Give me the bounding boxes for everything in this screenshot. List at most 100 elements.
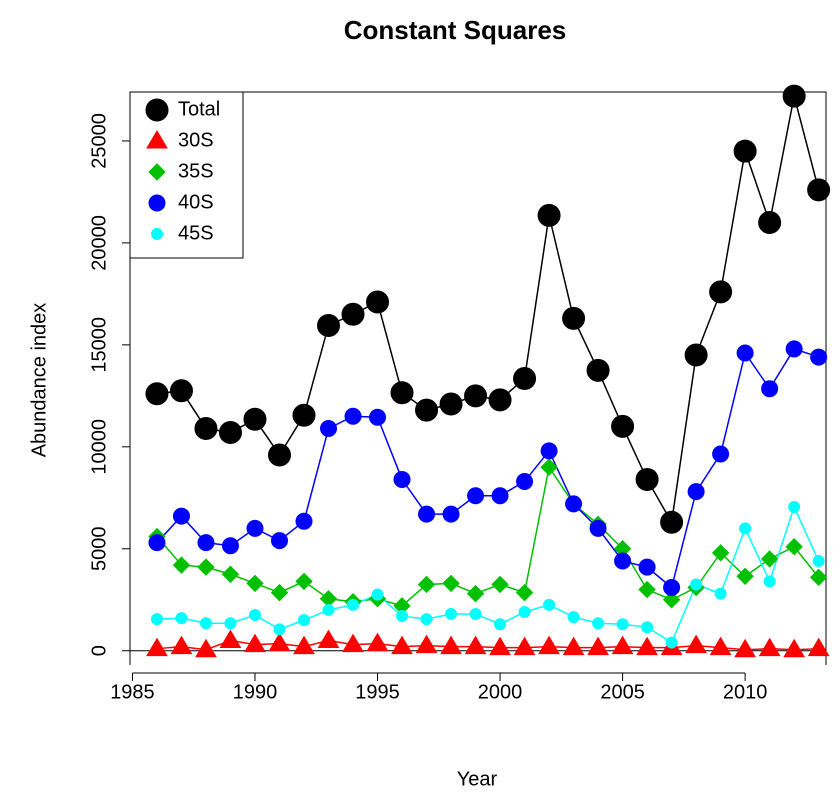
point bbox=[690, 578, 703, 591]
y-tick-label: 0 bbox=[88, 645, 110, 656]
point bbox=[369, 408, 387, 426]
point bbox=[344, 407, 362, 425]
series-line bbox=[156, 465, 820, 607]
point bbox=[488, 388, 512, 412]
point bbox=[246, 519, 264, 537]
point bbox=[543, 598, 556, 611]
point bbox=[469, 608, 482, 621]
point bbox=[491, 575, 509, 594]
point bbox=[197, 558, 215, 576]
point bbox=[347, 598, 360, 611]
point bbox=[439, 392, 463, 416]
point bbox=[150, 613, 163, 626]
point bbox=[491, 487, 509, 505]
point bbox=[516, 472, 534, 490]
x-tick-label: 2010 bbox=[723, 681, 768, 703]
point bbox=[785, 538, 803, 556]
point bbox=[464, 384, 488, 408]
point bbox=[292, 403, 316, 427]
point bbox=[758, 211, 782, 235]
point bbox=[810, 348, 828, 366]
legend-label: 45S bbox=[178, 222, 214, 244]
point bbox=[641, 621, 654, 634]
point bbox=[221, 537, 239, 555]
point bbox=[513, 367, 537, 390]
point bbox=[638, 580, 656, 599]
point bbox=[809, 568, 828, 587]
x-axis-label: Year bbox=[457, 768, 498, 790]
point bbox=[537, 203, 561, 227]
series-line bbox=[156, 348, 819, 589]
point bbox=[807, 178, 831, 202]
point bbox=[758, 637, 781, 657]
point bbox=[466, 584, 485, 603]
point bbox=[586, 358, 610, 382]
point bbox=[293, 635, 315, 655]
y-tick-label: 20000 bbox=[88, 215, 110, 271]
point bbox=[562, 306, 586, 330]
point bbox=[684, 343, 708, 367]
point bbox=[788, 500, 801, 513]
chart-title: Constant Squares bbox=[344, 15, 567, 45]
point bbox=[322, 603, 335, 616]
point bbox=[267, 443, 291, 467]
point bbox=[148, 534, 166, 552]
point bbox=[709, 280, 733, 304]
point bbox=[218, 421, 242, 445]
point bbox=[270, 583, 289, 602]
point bbox=[518, 605, 531, 618]
point bbox=[442, 574, 460, 593]
point bbox=[442, 505, 460, 523]
point bbox=[733, 139, 757, 163]
point bbox=[146, 637, 168, 657]
point bbox=[418, 505, 436, 523]
legend-label: 35S bbox=[178, 160, 214, 182]
point bbox=[663, 579, 681, 597]
x-tick-label: 1985 bbox=[110, 681, 155, 703]
point bbox=[464, 635, 487, 655]
point bbox=[736, 344, 754, 362]
point bbox=[540, 442, 558, 460]
x-tick-label: 1990 bbox=[233, 681, 278, 703]
point bbox=[489, 636, 511, 656]
point bbox=[587, 636, 609, 656]
x-tick-label: 2005 bbox=[600, 681, 645, 703]
point bbox=[734, 638, 757, 658]
point bbox=[565, 495, 583, 513]
point bbox=[711, 544, 730, 562]
point bbox=[662, 591, 681, 609]
x-tick-label: 2000 bbox=[478, 681, 523, 703]
series-line bbox=[156, 95, 820, 525]
point bbox=[714, 587, 727, 600]
point bbox=[616, 618, 629, 631]
point bbox=[170, 635, 193, 655]
y-tick-label: 15000 bbox=[88, 317, 110, 373]
x-tick-label: 1995 bbox=[355, 681, 400, 703]
point bbox=[268, 632, 291, 652]
point bbox=[366, 632, 389, 652]
point bbox=[396, 610, 409, 623]
series-line bbox=[156, 639, 819, 651]
point bbox=[783, 638, 806, 658]
point bbox=[638, 558, 656, 576]
y-tick-label: 10000 bbox=[88, 419, 110, 475]
point bbox=[295, 572, 313, 591]
point bbox=[366, 290, 390, 314]
point bbox=[760, 550, 779, 568]
point bbox=[270, 532, 288, 550]
point bbox=[562, 636, 585, 656]
point bbox=[614, 552, 632, 570]
point bbox=[736, 567, 754, 586]
point bbox=[248, 609, 261, 622]
point bbox=[467, 487, 485, 505]
legend-label: Total bbox=[178, 98, 220, 120]
legend-marker bbox=[145, 98, 169, 122]
point bbox=[540, 458, 558, 476]
point bbox=[295, 512, 313, 530]
point bbox=[635, 467, 659, 491]
point bbox=[415, 634, 438, 654]
point bbox=[763, 575, 776, 588]
point bbox=[221, 565, 240, 583]
point bbox=[665, 636, 678, 649]
